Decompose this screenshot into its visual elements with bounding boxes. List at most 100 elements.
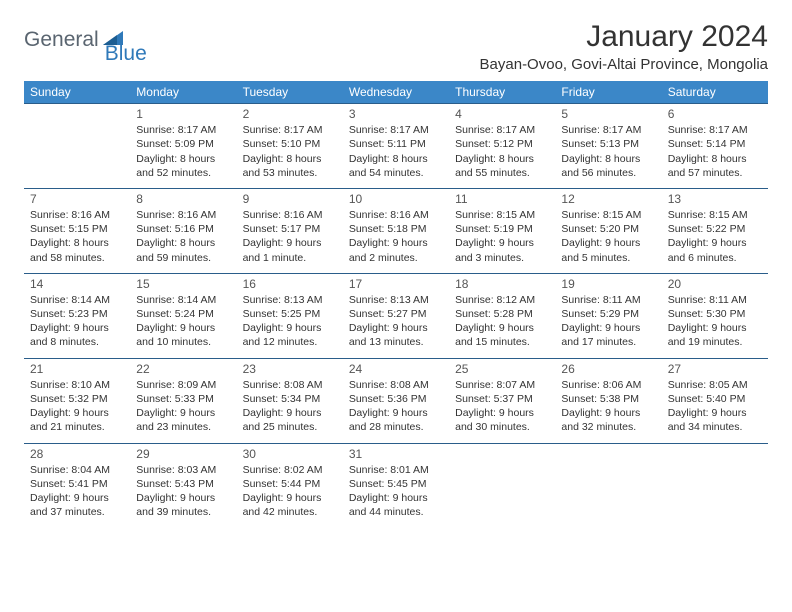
calendar-table: SundayMondayTuesdayWednesdayThursdayFrid… xyxy=(24,81,768,527)
daylight-text: Daylight: 8 hours and 58 minutes. xyxy=(30,236,124,264)
day-header: Monday xyxy=(130,81,236,104)
sunrise-text: Sunrise: 8:08 AM xyxy=(349,378,443,392)
day-number: 10 xyxy=(349,191,443,207)
calendar-week-row: 14Sunrise: 8:14 AMSunset: 5:23 PMDayligh… xyxy=(24,273,768,358)
calendar-day-cell xyxy=(24,104,130,189)
sunset-text: Sunset: 5:11 PM xyxy=(349,137,443,151)
daylight-text: Daylight: 9 hours and 30 minutes. xyxy=(455,406,549,434)
calendar-week-row: 7Sunrise: 8:16 AMSunset: 5:15 PMDaylight… xyxy=(24,188,768,273)
sunset-text: Sunset: 5:15 PM xyxy=(30,222,124,236)
calendar-day-cell: 17Sunrise: 8:13 AMSunset: 5:27 PMDayligh… xyxy=(343,273,449,358)
sunrise-text: Sunrise: 8:06 AM xyxy=(561,378,655,392)
calendar-day-cell: 27Sunrise: 8:05 AMSunset: 5:40 PMDayligh… xyxy=(662,358,768,443)
calendar-day-cell: 15Sunrise: 8:14 AMSunset: 5:24 PMDayligh… xyxy=(130,273,236,358)
day-number: 28 xyxy=(30,446,124,462)
sunset-text: Sunset: 5:10 PM xyxy=(243,137,337,151)
sunset-text: Sunset: 5:27 PM xyxy=(349,307,443,321)
daylight-text: Daylight: 8 hours and 54 minutes. xyxy=(349,152,443,180)
daylight-text: Daylight: 8 hours and 52 minutes. xyxy=(136,152,230,180)
daylight-text: Daylight: 9 hours and 34 minutes. xyxy=(668,406,762,434)
day-number: 27 xyxy=(668,361,762,377)
sunset-text: Sunset: 5:41 PM xyxy=(30,477,124,491)
sunrise-text: Sunrise: 8:09 AM xyxy=(136,378,230,392)
sunset-text: Sunset: 5:34 PM xyxy=(243,392,337,406)
sunrise-text: Sunrise: 8:17 AM xyxy=(455,123,549,137)
calendar-day-cell: 11Sunrise: 8:15 AMSunset: 5:19 PMDayligh… xyxy=(449,188,555,273)
calendar-day-cell: 21Sunrise: 8:10 AMSunset: 5:32 PMDayligh… xyxy=(24,358,130,443)
daylight-text: Daylight: 9 hours and 13 minutes. xyxy=(349,321,443,349)
sunset-text: Sunset: 5:19 PM xyxy=(455,222,549,236)
calendar-day-cell: 19Sunrise: 8:11 AMSunset: 5:29 PMDayligh… xyxy=(555,273,661,358)
day-header: Tuesday xyxy=(237,81,343,104)
sunrise-text: Sunrise: 8:17 AM xyxy=(136,123,230,137)
calendar-body: 1Sunrise: 8:17 AMSunset: 5:09 PMDaylight… xyxy=(24,104,768,528)
daylight-text: Daylight: 9 hours and 42 minutes. xyxy=(243,491,337,519)
daylight-text: Daylight: 9 hours and 39 minutes. xyxy=(136,491,230,519)
calendar-day-cell: 16Sunrise: 8:13 AMSunset: 5:25 PMDayligh… xyxy=(237,273,343,358)
calendar-day-cell: 26Sunrise: 8:06 AMSunset: 5:38 PMDayligh… xyxy=(555,358,661,443)
day-number: 24 xyxy=(349,361,443,377)
day-number: 21 xyxy=(30,361,124,377)
sunrise-text: Sunrise: 8:14 AM xyxy=(136,293,230,307)
day-number: 29 xyxy=(136,446,230,462)
daylight-text: Daylight: 9 hours and 21 minutes. xyxy=(30,406,124,434)
calendar-day-cell: 4Sunrise: 8:17 AMSunset: 5:12 PMDaylight… xyxy=(449,104,555,189)
brand-logo: General Blue xyxy=(24,20,169,52)
sunrise-text: Sunrise: 8:07 AM xyxy=(455,378,549,392)
sunset-text: Sunset: 5:18 PM xyxy=(349,222,443,236)
sunset-text: Sunset: 5:44 PM xyxy=(243,477,337,491)
sunset-text: Sunset: 5:25 PM xyxy=(243,307,337,321)
brand-part1: General xyxy=(24,28,99,52)
sunrise-text: Sunrise: 8:08 AM xyxy=(243,378,337,392)
sunset-text: Sunset: 5:38 PM xyxy=(561,392,655,406)
daylight-text: Daylight: 8 hours and 59 minutes. xyxy=(136,236,230,264)
daylight-text: Daylight: 8 hours and 56 minutes. xyxy=(561,152,655,180)
daylight-text: Daylight: 9 hours and 15 minutes. xyxy=(455,321,549,349)
calendar-day-cell: 31Sunrise: 8:01 AMSunset: 5:45 PMDayligh… xyxy=(343,443,449,527)
sunset-text: Sunset: 5:40 PM xyxy=(668,392,762,406)
brand-part2: Blue xyxy=(105,42,147,66)
day-number: 9 xyxy=(243,191,337,207)
day-number: 1 xyxy=(136,106,230,122)
daylight-text: Daylight: 9 hours and 23 minutes. xyxy=(136,406,230,434)
sunset-text: Sunset: 5:23 PM xyxy=(30,307,124,321)
day-header: Friday xyxy=(555,81,661,104)
sunset-text: Sunset: 5:14 PM xyxy=(668,137,762,151)
daylight-text: Daylight: 8 hours and 55 minutes. xyxy=(455,152,549,180)
sunrise-text: Sunrise: 8:03 AM xyxy=(136,463,230,477)
day-number: 13 xyxy=(668,191,762,207)
calendar-day-cell: 9Sunrise: 8:16 AMSunset: 5:17 PMDaylight… xyxy=(237,188,343,273)
calendar-day-cell: 23Sunrise: 8:08 AMSunset: 5:34 PMDayligh… xyxy=(237,358,343,443)
sunrise-text: Sunrise: 8:15 AM xyxy=(561,208,655,222)
title-block: January 2024 Bayan-Ovoo, Govi-Altai Prov… xyxy=(480,20,768,73)
daylight-text: Daylight: 9 hours and 28 minutes. xyxy=(349,406,443,434)
calendar-day-cell: 13Sunrise: 8:15 AMSunset: 5:22 PMDayligh… xyxy=(662,188,768,273)
sunset-text: Sunset: 5:20 PM xyxy=(561,222,655,236)
calendar-page: General Blue January 2024 Bayan-Ovoo, Go… xyxy=(0,0,792,547)
sunset-text: Sunset: 5:45 PM xyxy=(349,477,443,491)
daylight-text: Daylight: 9 hours and 37 minutes. xyxy=(30,491,124,519)
sunrise-text: Sunrise: 8:16 AM xyxy=(30,208,124,222)
sunrise-text: Sunrise: 8:13 AM xyxy=(243,293,337,307)
sunrise-text: Sunrise: 8:14 AM xyxy=(30,293,124,307)
sunrise-text: Sunrise: 8:16 AM xyxy=(243,208,337,222)
calendar-day-cell: 30Sunrise: 8:02 AMSunset: 5:44 PMDayligh… xyxy=(237,443,343,527)
calendar-day-cell: 14Sunrise: 8:14 AMSunset: 5:23 PMDayligh… xyxy=(24,273,130,358)
sunrise-text: Sunrise: 8:16 AM xyxy=(136,208,230,222)
day-header: Wednesday xyxy=(343,81,449,104)
day-number: 6 xyxy=(668,106,762,122)
sunrise-text: Sunrise: 8:17 AM xyxy=(349,123,443,137)
day-number: 18 xyxy=(455,276,549,292)
calendar-day-cell: 3Sunrise: 8:17 AMSunset: 5:11 PMDaylight… xyxy=(343,104,449,189)
calendar-day-cell: 5Sunrise: 8:17 AMSunset: 5:13 PMDaylight… xyxy=(555,104,661,189)
sunrise-text: Sunrise: 8:15 AM xyxy=(668,208,762,222)
sunset-text: Sunset: 5:24 PM xyxy=(136,307,230,321)
calendar-day-cell: 7Sunrise: 8:16 AMSunset: 5:15 PMDaylight… xyxy=(24,188,130,273)
day-number: 31 xyxy=(349,446,443,462)
day-number: 26 xyxy=(561,361,655,377)
sunrise-text: Sunrise: 8:15 AM xyxy=(455,208,549,222)
location-text: Bayan-Ovoo, Govi-Altai Province, Mongoli… xyxy=(480,56,768,73)
daylight-text: Daylight: 9 hours and 10 minutes. xyxy=(136,321,230,349)
daylight-text: Daylight: 8 hours and 53 minutes. xyxy=(243,152,337,180)
calendar-day-cell: 2Sunrise: 8:17 AMSunset: 5:10 PMDaylight… xyxy=(237,104,343,189)
